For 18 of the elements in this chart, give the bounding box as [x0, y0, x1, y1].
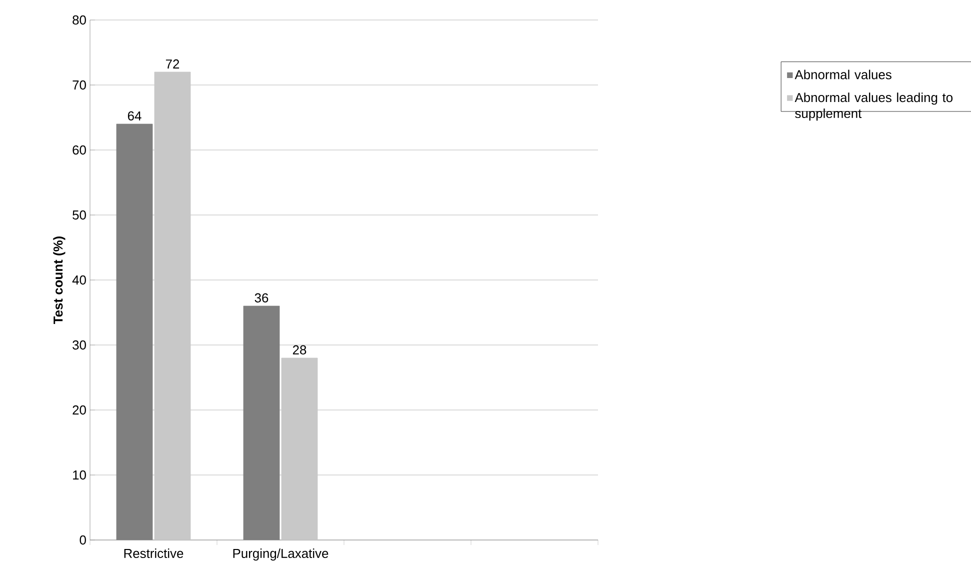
legend-label: Abnormal values leading to supplement: [794, 92, 953, 121]
y-tick-label: 40: [72, 275, 86, 285]
data-label: 72: [166, 59, 180, 68]
y-tick-label: 30: [72, 340, 86, 350]
y-tick-label: 10: [73, 470, 86, 480]
y-tick-label: 0: [80, 535, 86, 545]
y-tick-label: 80: [72, 15, 86, 25]
y-axis-title: Test count (%): [53, 236, 66, 324]
data-label: 64: [128, 111, 142, 120]
y-tick-label: 20: [72, 405, 86, 415]
x-tick-label: Purging/Laxative: [233, 548, 328, 561]
y-tick-label: 70: [72, 80, 86, 90]
legend-label: Abnormal values: [794, 70, 892, 80]
y-tick-label: 60: [72, 145, 86, 155]
x-tick-label: Restrictive: [124, 548, 184, 558]
y-tick-label: 50: [72, 210, 86, 220]
data-label: 28: [292, 345, 306, 354]
data-label: 36: [254, 293, 268, 302]
